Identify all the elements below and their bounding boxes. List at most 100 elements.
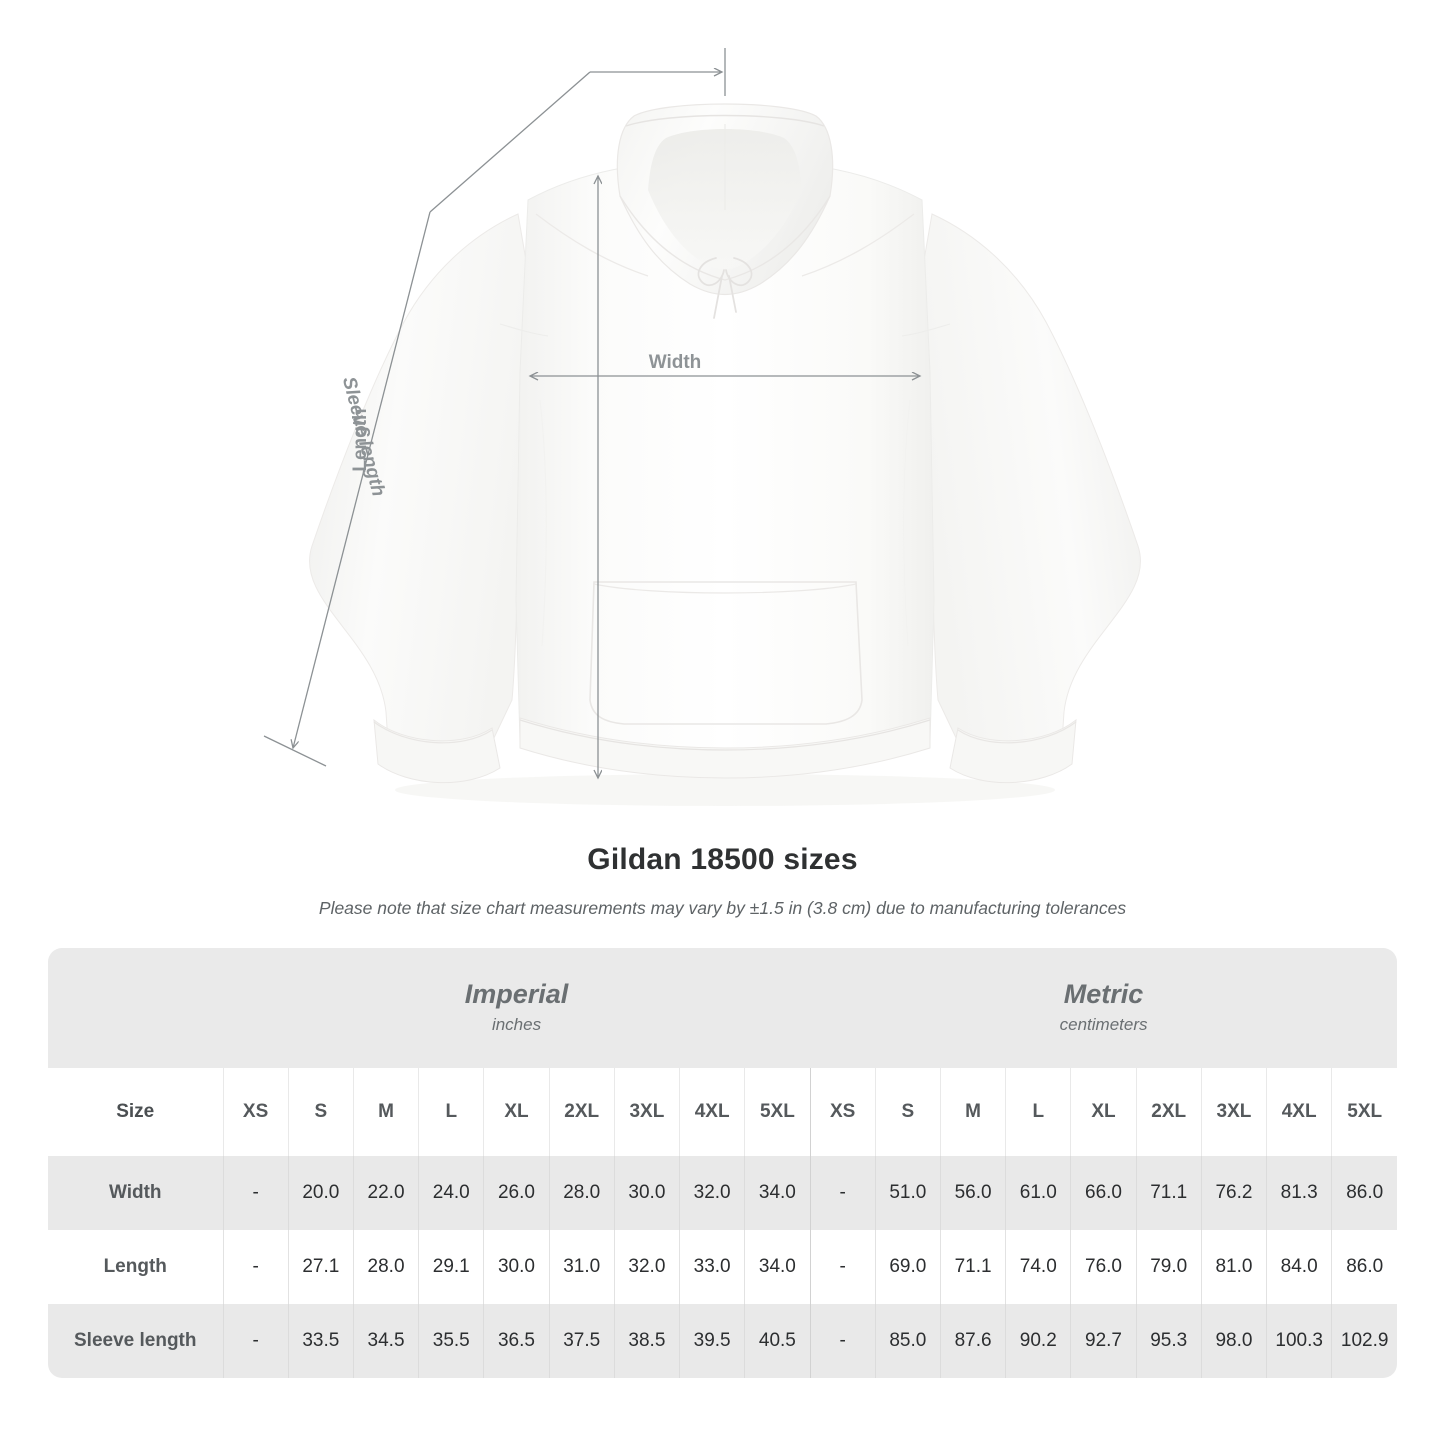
table-row: Sleeve length -33.5 34.5 35.5 36.5 37.5 38.5 39… <box>48 1304 1398 1378</box>
cell-width-metric-5xl: 86.0 <box>1331 1156 1398 1230</box>
sleeve-shoulder-segment <box>429 71 591 213</box>
cell-width-metric-4xl: 81.3 <box>1266 1156 1333 1230</box>
size-header-cell-imperial-5xl: 5XL <box>744 1068 811 1156</box>
cell-length-metric-m: 71.1 <box>940 1230 1007 1304</box>
cell-length-metric-xs: - <box>810 1230 876 1304</box>
cell-length-metric-xl: 76.0 <box>1070 1230 1137 1304</box>
cell-sleeve-length-metric-xl: 92.7 <box>1070 1304 1137 1378</box>
row-label-length: Length <box>48 1230 224 1304</box>
page-title: Gildan 18500 sizes <box>587 843 858 876</box>
sleeve-bottom-tick <box>263 735 327 767</box>
cell-sleeve-length-imperial-2xl: 37.5 <box>549 1304 615 1378</box>
hoodie-pocket <box>589 581 863 725</box>
cell-width-imperial-xl: 26.0 <box>483 1156 550 1230</box>
cell-length-imperial-5xl: 34.0 <box>744 1230 811 1304</box>
cell-sleeve-length-imperial-xs: - <box>223 1304 289 1378</box>
width-label: Width <box>649 352 702 373</box>
cell-sleeve-length-metric-s: 85.0 <box>875 1304 941 1378</box>
cell-sleeve-length-imperial-5xl: 40.5 <box>744 1304 811 1378</box>
cell-length-metric-l: 74.0 <box>1005 1230 1072 1304</box>
cell-width-metric-m: 56.0 <box>940 1156 1007 1230</box>
hoodie-neckline <box>619 195 831 281</box>
right-sleeve-fold <box>901 323 951 337</box>
size-header-cell-metric-s: S <box>875 1068 941 1156</box>
cell-length-imperial-s: 27.1 <box>288 1230 354 1304</box>
unit-system-row: Imperial inches Metric centimeters <box>48 948 1398 1068</box>
pocket-top-seam <box>593 583 857 594</box>
hoodie-right-sleeve <box>913 213 1141 756</box>
cell-length-imperial-m: 28.0 <box>353 1230 420 1304</box>
unit-system-header-imperial: Imperial inches <box>223 948 811 1068</box>
cell-sleeve-length-metric-2xl: 95.3 <box>1136 1304 1202 1378</box>
size-table-container: Imperial inches Metric centimeters Size XS S M L… <box>48 948 1398 1378</box>
cell-length-metric-2xl: 79.0 <box>1136 1230 1202 1304</box>
size-header-cell-metric-xs: XS <box>810 1068 876 1156</box>
cell-length-metric-s: 69.0 <box>875 1230 941 1304</box>
size-header-cell-imperial-l: L <box>418 1068 485 1156</box>
cell-length-metric-4xl: 84.0 <box>1266 1230 1333 1304</box>
hoodie-right-cuff <box>949 718 1077 784</box>
size-header-cell-imperial-4xl: 4XL <box>679 1068 746 1156</box>
left-shoulder-seam <box>535 213 649 277</box>
row-label-width: Width <box>48 1156 224 1230</box>
cell-width-metric-2xl: 71.1 <box>1136 1156 1202 1230</box>
size-header-cell-metric-2xl: 2XL <box>1136 1068 1202 1156</box>
cell-length-metric-3xl: 81.0 <box>1201 1230 1268 1304</box>
cell-sleeve-length-metric-3xl: 98.0 <box>1201 1304 1268 1378</box>
size-header-label: Size <box>48 1068 224 1156</box>
cell-width-metric-s: 51.0 <box>875 1156 941 1230</box>
right-shoulder-seam <box>801 213 915 277</box>
cell-sleeve-length-imperial-s: 33.5 <box>288 1304 354 1378</box>
hem-seam <box>519 719 931 751</box>
cell-width-imperial-3xl: 30.0 <box>614 1156 681 1230</box>
cell-width-imperial-l: 24.0 <box>418 1156 485 1230</box>
cell-sleeve-length-metric-4xl: 100.3 <box>1266 1304 1333 1378</box>
cell-length-imperial-xl: 30.0 <box>483 1230 550 1304</box>
cell-sleeve-length-imperial-l: 35.5 <box>418 1304 485 1378</box>
cell-length-imperial-l: 29.1 <box>418 1230 485 1304</box>
cell-sleeve-length-imperial-3xl: 38.5 <box>614 1304 681 1378</box>
size-header-cell-imperial-m: M <box>353 1068 420 1156</box>
unit-system-name: Metric <box>1063 979 1144 1009</box>
unit-system-name: Imperial <box>464 979 569 1009</box>
length-label: Length <box>350 408 371 471</box>
cell-sleeve-length-metric-xs: - <box>810 1304 876 1378</box>
cell-sleeve-length-imperial-xl: 36.5 <box>483 1304 550 1378</box>
table-row: Length -27.1 28.0 29.1 30.0 31.0 32.0 33.0 34.0-… <box>48 1230 1398 1304</box>
size-header-cell-metric-m: M <box>940 1068 1007 1156</box>
unit-system-subtitle: centimeters <box>1059 1015 1148 1034</box>
cell-width-imperial-2xl: 28.0 <box>549 1156 615 1230</box>
table-row: Width -20.0 22.0 24.0 26.0 28.0 30.0 32.0 34.0-5… <box>48 1156 1398 1230</box>
tolerance-note: Please note that size chart measurements… <box>318 898 1127 918</box>
body-fold-left <box>539 399 547 647</box>
cell-width-imperial-5xl: 34.0 <box>744 1156 811 1230</box>
size-header-cell-imperial-xs: XS <box>223 1068 289 1156</box>
size-header-cell-imperial-xl: XL <box>483 1068 550 1156</box>
size-header-cell-imperial-3xl: 3XL <box>614 1068 681 1156</box>
size-header-cell-metric-4xl: 4XL <box>1266 1068 1333 1156</box>
size-table: Imperial inches Metric centimeters Size XS S M L… <box>48 948 1398 1378</box>
cell-sleeve-length-metric-5xl: 102.9 <box>1331 1304 1398 1378</box>
size-header-cell-imperial-2xl: 2XL <box>549 1068 615 1156</box>
cell-sleeve-length-imperial-4xl: 39.5 <box>679 1304 746 1378</box>
left-cuff-seam <box>373 721 493 744</box>
hoodie-left-cuff <box>373 718 501 784</box>
left-sleeve-fold <box>499 323 549 337</box>
cell-width-imperial-xs: - <box>223 1156 289 1230</box>
hoodie-illustration: Length Width Sleeve length <box>263 48 1141 806</box>
cell-sleeve-length-imperial-m: 34.5 <box>353 1304 420 1378</box>
right-cuff-seam <box>957 721 1077 744</box>
cell-width-imperial-m: 22.0 <box>353 1156 420 1230</box>
size-header-cell-metric-5xl: 5XL <box>1331 1068 1398 1156</box>
cell-sleeve-length-metric-l: 90.2 <box>1005 1304 1072 1378</box>
measurement-guides <box>263 48 920 778</box>
hoodie-garment <box>309 103 1141 806</box>
size-header-cell-metric-3xl: 3XL <box>1201 1068 1268 1156</box>
unit-system-subtitle: inches <box>491 1015 542 1034</box>
hoodie-diagram-svg: Length Width Sleeve length <box>263 48 1141 806</box>
size-header-cell-metric-l: L <box>1005 1068 1072 1156</box>
unit-system-header-metric: Metric centimeters <box>810 948 1398 1068</box>
size-header-row: Size XS S M L XL 2XL 3XL 4XL 5XL XS S M L XL 2XL 3XL 4XL 5… <box>48 1068 1398 1156</box>
unit-row-spacer <box>48 948 223 1068</box>
